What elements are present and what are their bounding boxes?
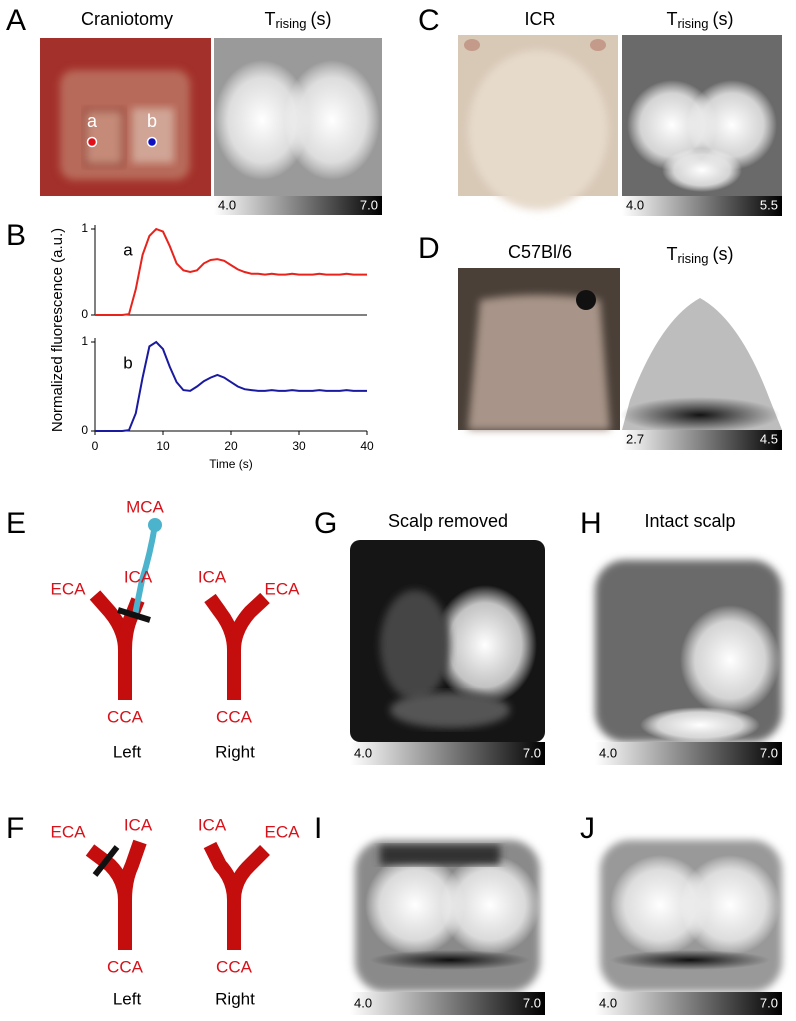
colorbar-label: 7.0 bbox=[760, 745, 778, 760]
artery-label: CCA bbox=[107, 957, 144, 976]
artery-diagram bbox=[85, 839, 270, 950]
photo bbox=[458, 268, 620, 430]
y-tick-label: 1 bbox=[81, 334, 88, 348]
artery-label: MCA bbox=[126, 497, 164, 516]
panel-letter: E bbox=[6, 507, 26, 540]
y-tick-label: 1 bbox=[81, 221, 88, 235]
side-label: Left bbox=[113, 989, 142, 1008]
map-title: Trising (s) bbox=[264, 9, 331, 32]
artery-label: ICA bbox=[198, 567, 227, 586]
photo bbox=[458, 35, 618, 210]
artery-label: ICA bbox=[198, 815, 227, 834]
map-title: Trising (s) bbox=[666, 244, 733, 267]
panel-title: Intact scalp bbox=[644, 511, 735, 531]
line-series bbox=[95, 340, 367, 432]
side-label: Right bbox=[215, 742, 255, 761]
colorbar bbox=[214, 196, 382, 215]
map-image bbox=[622, 35, 782, 196]
photo-title: ICR bbox=[525, 9, 556, 29]
artery-label: CCA bbox=[216, 707, 253, 726]
panel-letter: A bbox=[6, 4, 26, 37]
series-label: b bbox=[123, 353, 132, 372]
photo-title: C57Bl/6 bbox=[508, 242, 572, 262]
artery-label: CCA bbox=[107, 707, 144, 726]
filament-tip bbox=[148, 518, 162, 532]
colorbar-label: 5.5 bbox=[760, 197, 778, 212]
colorbar-label: 4.0 bbox=[218, 197, 236, 212]
x-tick-label: 40 bbox=[360, 439, 374, 453]
panel-letter: I bbox=[314, 812, 322, 845]
map-image bbox=[350, 540, 545, 742]
x-tick-label: 10 bbox=[156, 439, 170, 453]
colorbar-label: 7.0 bbox=[523, 745, 541, 760]
map-image bbox=[600, 840, 782, 992]
colorbar-label: 4.5 bbox=[760, 431, 778, 446]
colorbar bbox=[350, 742, 545, 765]
photo-title: Craniotomy bbox=[81, 9, 173, 29]
panel-letter: H bbox=[580, 507, 602, 540]
map-image bbox=[214, 38, 382, 196]
artery-label: ICA bbox=[124, 567, 153, 586]
colorbar-label: 4.0 bbox=[626, 197, 644, 212]
colorbar-label: 7.0 bbox=[360, 197, 378, 212]
panel-letter: F bbox=[6, 812, 24, 845]
artery-label: ECA bbox=[265, 579, 301, 598]
panel-letter: J bbox=[580, 812, 595, 845]
panel-letter: D bbox=[418, 232, 440, 265]
colorbar bbox=[622, 430, 782, 450]
colorbar-label: 7.0 bbox=[523, 995, 541, 1010]
line-series bbox=[95, 227, 367, 316]
artery-label: CCA bbox=[216, 957, 253, 976]
y-axis-label: Normalized fluorescence (a.u.) bbox=[49, 228, 66, 432]
y-tick-label: 0 bbox=[81, 307, 88, 321]
colorbar bbox=[595, 742, 782, 765]
artery-label: ECA bbox=[265, 822, 301, 841]
panel-letter: C bbox=[418, 4, 440, 37]
side-label: Right bbox=[215, 989, 255, 1008]
x-tick-label: 20 bbox=[224, 439, 238, 453]
photo bbox=[40, 38, 211, 196]
colorbar-label: 4.0 bbox=[354, 745, 372, 760]
colorbar-label: 7.0 bbox=[760, 995, 778, 1010]
map-image bbox=[355, 840, 540, 992]
x-axis-label: Time (s) bbox=[209, 457, 253, 471]
series-label: a bbox=[123, 240, 133, 259]
artery-label: ICA bbox=[124, 815, 153, 834]
occlusion bbox=[117, 607, 151, 623]
panel-letter: G bbox=[314, 507, 337, 540]
point-label: b bbox=[147, 111, 157, 131]
colorbar-label: 4.0 bbox=[599, 745, 617, 760]
point-label: a bbox=[87, 111, 98, 131]
artery-diagram bbox=[89, 590, 270, 700]
colorbar bbox=[350, 992, 545, 1015]
side-label: Left bbox=[113, 742, 142, 761]
map-title: Trising (s) bbox=[666, 9, 733, 32]
panel-title: Scalp removed bbox=[388, 511, 508, 531]
colorbar-label: 2.7 bbox=[626, 431, 644, 446]
colorbar bbox=[595, 992, 782, 1015]
x-tick-label: 0 bbox=[92, 439, 99, 453]
colorbar bbox=[622, 196, 782, 216]
colorbar-label: 4.0 bbox=[354, 995, 372, 1010]
map-image bbox=[620, 298, 782, 433]
map-image bbox=[595, 560, 782, 743]
artery-label: ECA bbox=[51, 579, 87, 598]
artery-label: ECA bbox=[51, 822, 87, 841]
colorbar-label: 4.0 bbox=[599, 995, 617, 1010]
x-tick-label: 30 bbox=[292, 439, 306, 453]
panel-letter: B bbox=[6, 219, 26, 252]
occlusion bbox=[92, 845, 120, 877]
y-tick-label: 0 bbox=[81, 423, 88, 437]
